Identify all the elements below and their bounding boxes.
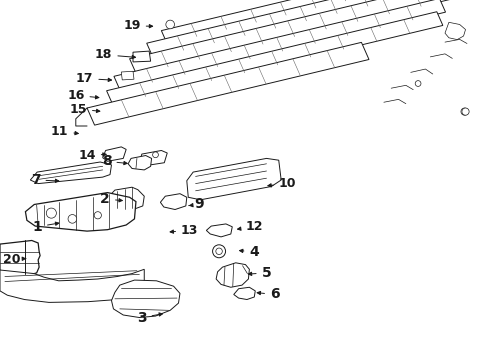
- Circle shape: [414, 81, 420, 86]
- Polygon shape: [110, 187, 144, 210]
- Circle shape: [460, 108, 467, 115]
- Text: 7: 7: [31, 173, 59, 187]
- Text: 18: 18: [95, 48, 135, 61]
- Polygon shape: [102, 147, 126, 161]
- Polygon shape: [444, 22, 465, 40]
- Text: 17: 17: [76, 72, 111, 85]
- Polygon shape: [0, 240, 40, 276]
- Text: 6: 6: [257, 288, 279, 301]
- Polygon shape: [206, 224, 232, 237]
- Text: 13: 13: [170, 224, 198, 237]
- Circle shape: [165, 20, 174, 29]
- Polygon shape: [30, 162, 111, 184]
- Text: 19: 19: [123, 19, 152, 32]
- Polygon shape: [106, 12, 442, 104]
- Polygon shape: [233, 287, 255, 300]
- Polygon shape: [87, 42, 368, 125]
- Circle shape: [212, 245, 225, 258]
- Text: 20: 20: [3, 253, 26, 266]
- Text: 2: 2: [100, 192, 122, 206]
- Circle shape: [215, 248, 222, 255]
- Text: 5: 5: [248, 266, 271, 280]
- Polygon shape: [216, 263, 249, 287]
- Polygon shape: [0, 269, 144, 302]
- Polygon shape: [186, 158, 281, 200]
- Polygon shape: [129, 0, 452, 75]
- Polygon shape: [161, 0, 464, 44]
- Text: 3: 3: [137, 311, 162, 324]
- Circle shape: [461, 108, 468, 115]
- Polygon shape: [121, 71, 134, 80]
- Polygon shape: [111, 280, 180, 318]
- Polygon shape: [133, 51, 150, 62]
- Text: 12: 12: [237, 220, 263, 233]
- Polygon shape: [25, 193, 136, 231]
- Circle shape: [46, 208, 56, 218]
- Text: 11: 11: [51, 125, 78, 138]
- Polygon shape: [146, 0, 459, 58]
- Circle shape: [152, 152, 158, 158]
- Text: 10: 10: [267, 177, 296, 190]
- Text: 15: 15: [69, 103, 100, 116]
- Text: 14: 14: [78, 149, 106, 162]
- Text: 1: 1: [32, 220, 59, 234]
- Text: 16: 16: [67, 89, 99, 102]
- Text: 4: 4: [239, 245, 259, 259]
- Circle shape: [68, 215, 77, 223]
- Polygon shape: [114, 0, 445, 90]
- Polygon shape: [128, 156, 151, 170]
- Text: 9: 9: [188, 198, 203, 211]
- Polygon shape: [140, 150, 167, 166]
- Circle shape: [94, 212, 101, 219]
- Text: 8: 8: [102, 154, 127, 168]
- Polygon shape: [160, 194, 186, 210]
